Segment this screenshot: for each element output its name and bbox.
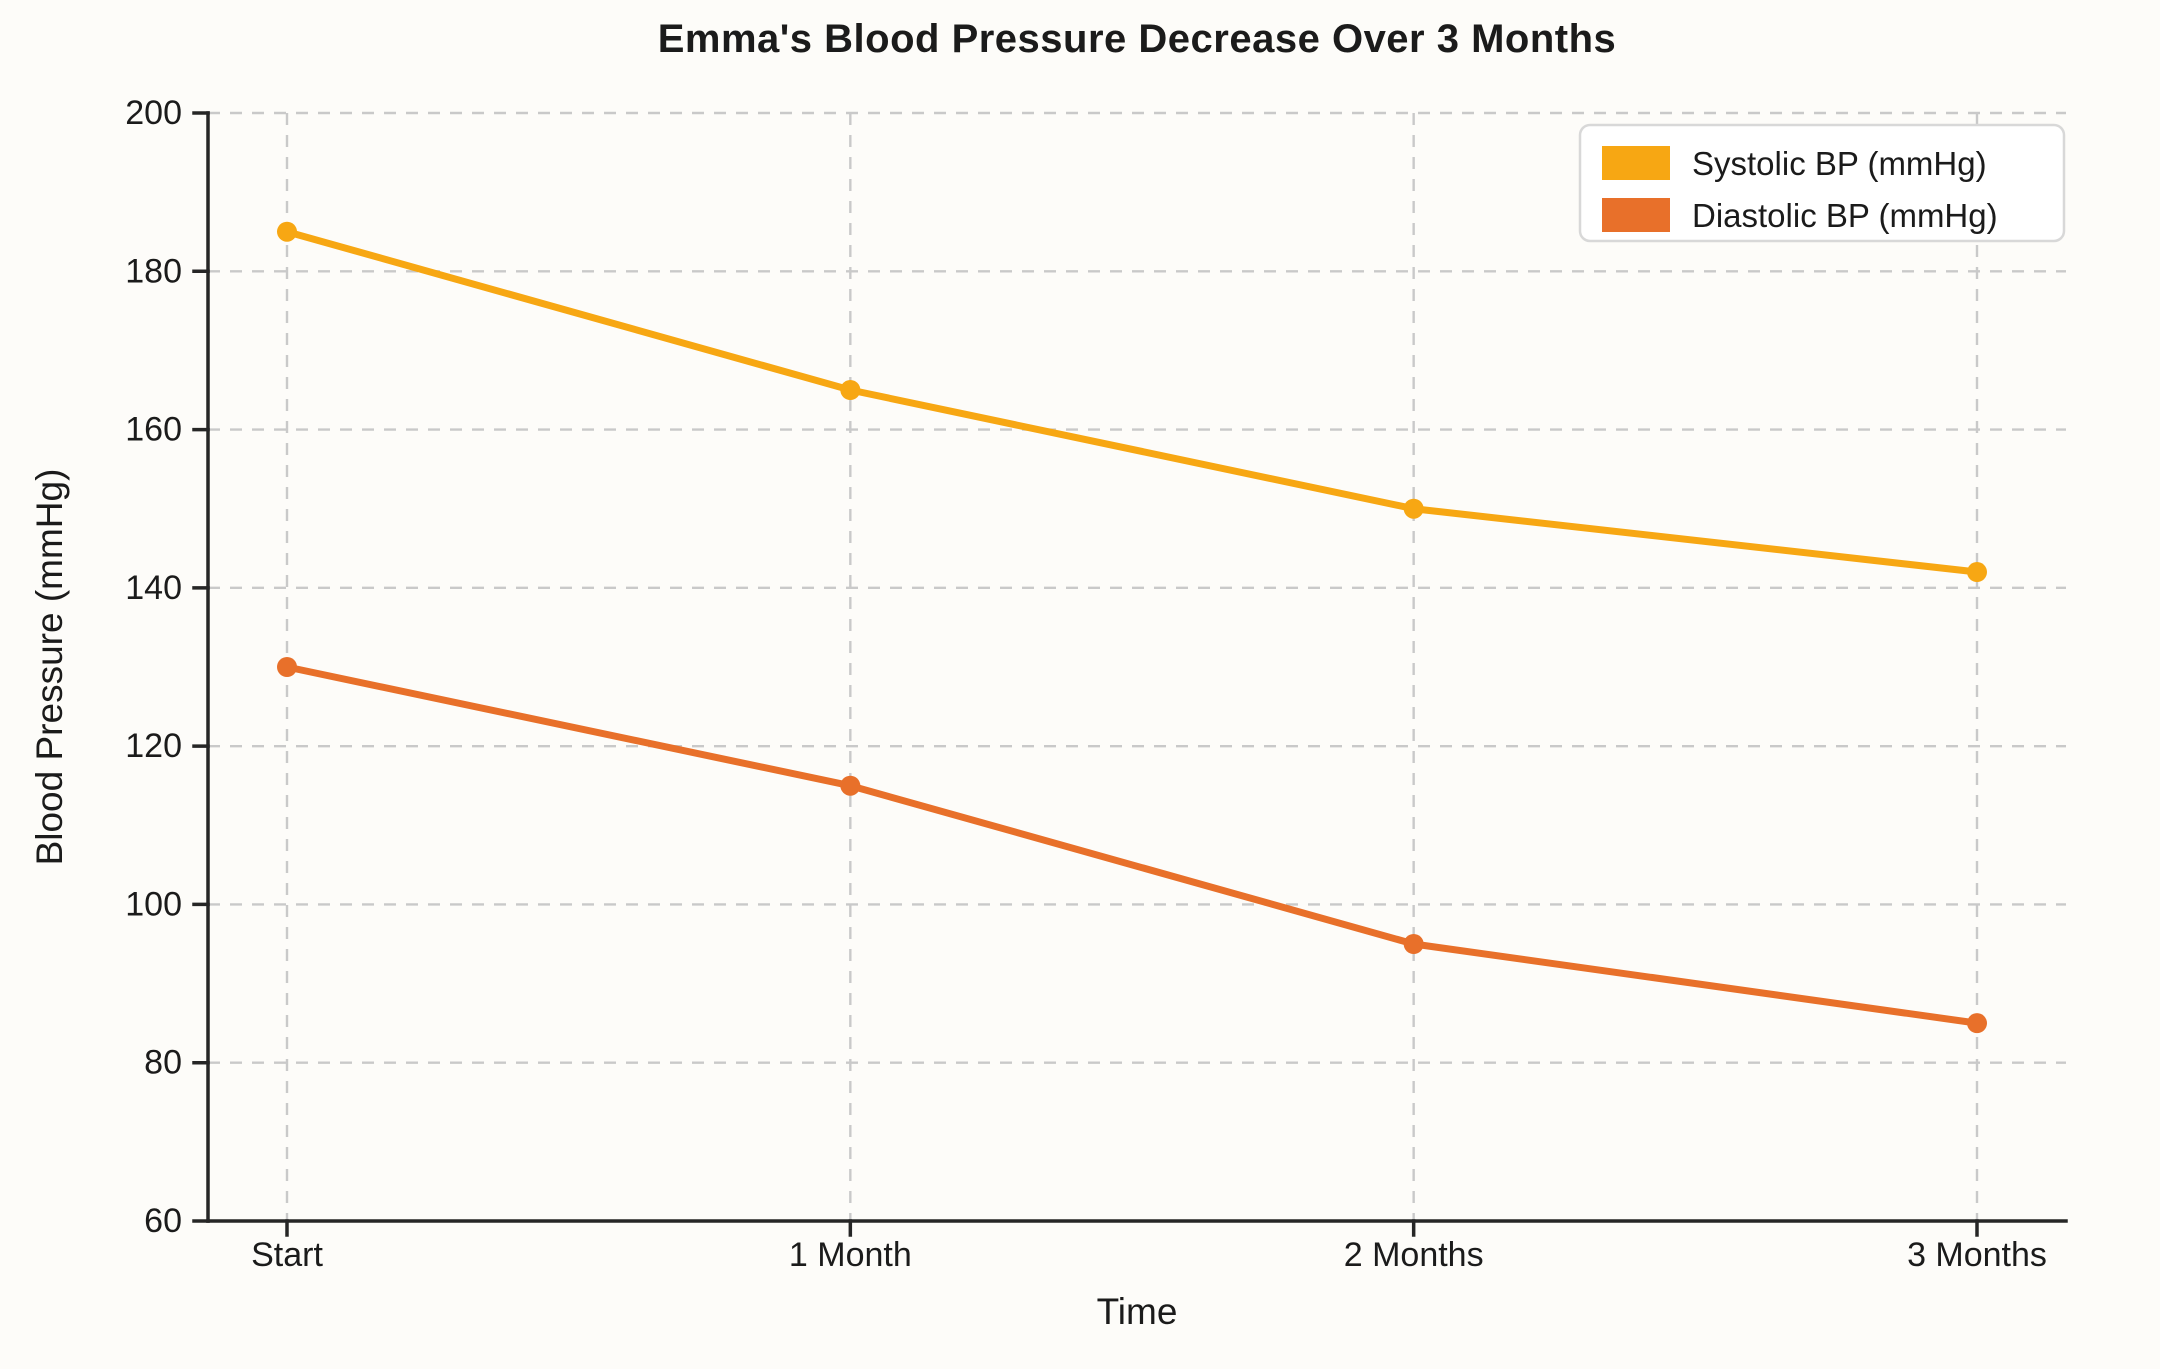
x-axis-title: Time [1097,1291,1178,1332]
legend-item-diastolic: Diastolic BP (mmHg) [1602,197,1998,234]
y-tick-label: 160 [125,411,182,449]
diastolic-swatch [1602,198,1670,232]
series-diastolic-bp-mmhg [277,657,1987,1034]
y-tick-label: 80 [144,1044,182,1082]
data-point-diastolic-bp-mmhg [1967,1013,1987,1034]
data-point-diastolic-bp-mmhg [277,657,297,677]
y-tick-label: 200 [125,94,182,132]
legend-box [1578,123,2066,243]
legend-item-systolic: Systolic BP (mmHg) [1602,145,1987,182]
x-tick-label: 1 Month [789,1236,912,1274]
legend: Systolic BP (mmHg) Diastolic BP (mmHg) [1578,123,2066,243]
data-point-diastolic-bp-mmhg [840,775,861,796]
data-point-systolic-bp-mmhg [277,221,297,242]
data-point-systolic-bp-mmhg [840,380,861,400]
y-tick-label: 100 [125,885,182,923]
chart-title: Emma's Blood Pressure Decrease Over 3 Mo… [658,17,1617,61]
data-point-diastolic-bp-mmhg [1403,934,1424,954]
diastolic-legend-label: Diastolic BP (mmHg) [1692,197,1998,234]
series-systolic-bp-mmhg [277,221,1987,583]
y-tick-label: 120 [125,727,182,765]
series-line-systolic-bp-mmhg [283,228,1981,576]
data-point-systolic-bp-mmhg [1403,498,1424,519]
y-tick-label: 60 [144,1202,182,1240]
y-tick-label: 180 [125,252,182,290]
y-axis-title: Blood Pressure (mmHg) [29,469,70,866]
plot-area: 200 180 160 140 120 100 80 60 Start 1 Month 2 Mont… [125,94,2068,1274]
x-tick-label: Start [251,1236,323,1274]
y-tick-label: 140 [125,569,182,607]
axes [192,111,2068,1237]
tick-labels: 200 180 160 140 120 100 80 60 Start 1 Month 2 Mont… [125,94,2047,1274]
series-line-diastolic-bp-mmhg [283,663,1981,1027]
systolic-legend-label: Systolic BP (mmHg) [1692,145,1987,182]
grid [208,111,2066,1221]
systolic-swatch [1602,146,1670,180]
x-tick-label: 3 Months [1907,1236,2047,1274]
x-tick-label: 2 Months [1344,1236,1484,1274]
data-point-systolic-bp-mmhg [1967,562,1987,583]
